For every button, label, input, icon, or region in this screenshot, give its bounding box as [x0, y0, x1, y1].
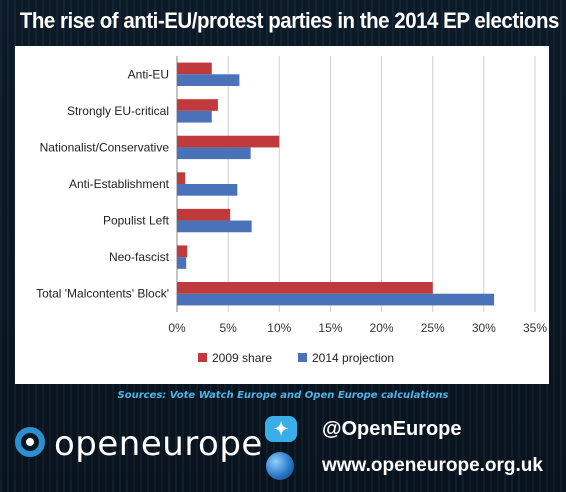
website-link[interactable]: www.openeurope.org.uk: [322, 455, 543, 476]
bar-2014: [177, 293, 495, 306]
x-tick-label: 0%: [168, 321, 186, 335]
category-label: Strongly EU-critical: [67, 104, 169, 118]
bar-2009: [177, 245, 188, 258]
legend-swatch: [198, 353, 207, 362]
bar-2014: [177, 110, 212, 123]
bar-chart: 0% 5% 10% 15% 20% 25% 30% 35% Anti-EU Strongly EU…: [36, 56, 547, 365]
brand-name: openeurope: [54, 424, 263, 464]
bar-2009: [177, 99, 218, 111]
x-tick-label: 20%: [370, 321, 394, 335]
x-tick-label: 35%: [523, 321, 547, 335]
globe-icon[interactable]: [266, 452, 294, 480]
x-tick-label: 10%: [267, 321, 291, 335]
x-tick-label: 30%: [472, 321, 496, 335]
category-label: Anti-EU: [128, 67, 169, 81]
bar-2014: [177, 184, 238, 196]
bar-2009: [177, 62, 212, 75]
category-label: Total 'Malcontents' Block': [36, 287, 169, 301]
x-tick-label: 5%: [219, 321, 237, 335]
bar-2009: [177, 282, 433, 294]
bar-2009: [177, 208, 231, 221]
x-tick-label: 15%: [318, 321, 342, 335]
x-tick-label: 25%: [421, 321, 445, 335]
bar-2014: [177, 220, 252, 233]
chart-panel: 0% 5% 10% 15% 20% 25% 30% 35% Anti-EU Strongly EU…: [15, 46, 549, 384]
bar-2014: [177, 257, 187, 269]
category-label: Neo-fascist: [109, 250, 170, 264]
category-label: Anti-Establishment: [69, 177, 170, 191]
chart-title: The rise of anti-EU/protest parties in t…: [19, 8, 560, 33]
category-label: Nationalist/Conservative: [40, 140, 170, 154]
bar-2014: [177, 147, 251, 160]
bar-2009: [177, 135, 280, 148]
sources-note: Sources: Vote Watch Europe and Open Euro…: [117, 390, 449, 401]
legend-swatch: [298, 353, 307, 362]
legend-label: 2014 projection: [312, 351, 394, 365]
legend-label: 2009 share: [212, 351, 272, 365]
open-europe-logo-icon: [15, 427, 45, 457]
category-label: Populist Left: [103, 214, 170, 228]
twitter-handle[interactable]: @OpenEurope: [322, 418, 462, 440]
twitter-icon[interactable]: ✦: [265, 416, 297, 442]
bar-2009: [177, 172, 186, 184]
bar-2014: [177, 74, 240, 86]
